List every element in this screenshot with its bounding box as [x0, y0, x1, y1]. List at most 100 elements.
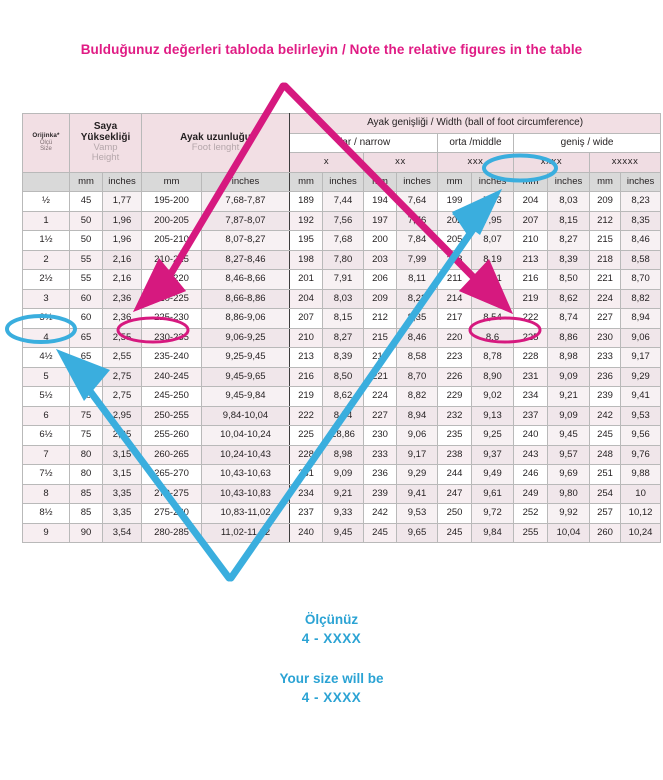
cell-len_in: 8,46-8,66: [201, 269, 290, 290]
unit-len-inches: inches: [201, 171, 290, 192]
cell-xx_mm: 221: [363, 366, 397, 387]
cell-vamp_in: 2,36: [102, 288, 142, 309]
result-label-tr: Ölçünüz: [304, 612, 359, 627]
header-x: x: [289, 152, 364, 173]
cell-xx_mm: 200: [363, 230, 397, 251]
header-foot-length: Ayak uzunluğu Foot lenght: [141, 113, 290, 173]
cell-x_in: 28,86: [322, 425, 364, 446]
cell-len_in: 10,83-11,02: [201, 503, 290, 524]
cell-size: 1½: [22, 230, 70, 251]
table-row: 6½ 75 2,95 255-260 10,04-10,24 225 28,86 230 9,0…: [22, 425, 662, 446]
cell-len_mm: 195-200: [141, 191, 202, 212]
result-value-en: 4 - XXXX: [301, 690, 362, 705]
header-xx: xx: [363, 152, 438, 173]
cell-xxxxx_in: 9,17: [619, 347, 662, 368]
header-xxxxx: xxxxx: [588, 152, 662, 173]
table-row: 8½ 85 3,35 275-280 10,83-11,02 237 9,33 242 9,53…: [22, 503, 662, 524]
cell-size: 4: [22, 327, 70, 348]
cell-vamp_in: 1,77: [102, 191, 142, 212]
cell-len_mm: 210-215: [141, 249, 202, 270]
unit-x-mm: mm: [289, 171, 323, 192]
cell-xxxxx_mm: 242: [589, 405, 621, 426]
cell-size: 3: [22, 288, 70, 309]
cell-xxxx_in: 9,09: [547, 366, 590, 387]
cell-vamp_mm: 70: [69, 366, 103, 387]
cell-xxxx_in: 8,86: [547, 327, 590, 348]
cell-x_in: 8,50: [322, 366, 364, 387]
cell-len_mm: 245-250: [141, 386, 202, 407]
cell-vamp_mm: 50: [69, 210, 103, 231]
cell-x_mm: 240: [289, 522, 323, 543]
cell-xxx_mm: 235: [437, 425, 472, 446]
cell-xxx_in: 8,43: [471, 288, 514, 309]
cell-vamp_in: 2,16: [102, 269, 142, 290]
cell-len_mm: 220-225: [141, 288, 202, 309]
cell-size: 7: [22, 444, 70, 465]
cell-x_mm: 192: [289, 210, 323, 231]
table-row: 5 70 2,75 240-245 9,45-9,65 216 8,50 221 8,70 226…: [22, 366, 662, 387]
cell-xx_in: 7,64: [396, 191, 438, 212]
header-narrow: dar / narrow: [289, 132, 438, 153]
cell-xxxx_mm: 210: [513, 230, 548, 251]
cell-xxxx_mm: 219: [513, 288, 548, 309]
cell-xxxxx_mm: 227: [589, 308, 621, 329]
cell-xxx_mm: 238: [437, 444, 472, 465]
cell-xxx_in: 9,61: [471, 483, 514, 504]
unit-xxx-mm: mm: [437, 171, 472, 192]
cell-xxxxx_mm: 209: [589, 191, 621, 212]
cell-vamp_mm: 90: [69, 522, 103, 543]
cell-xx_in: 9,41: [396, 483, 438, 504]
cell-xxxxx_mm: 251: [589, 464, 621, 485]
cell-xxxxx_mm: 245: [589, 425, 621, 446]
cell-xxxxx_in: 8,70: [619, 269, 662, 290]
cell-len_in: 10,43-10,63: [201, 464, 290, 485]
cell-xx_in: 8,46: [396, 327, 438, 348]
cell-vamp_in: 3,15: [102, 444, 142, 465]
table-row: 7½ 80 3,15 265-270 10,43-10,63 231 9,09 236 9,29…: [22, 464, 662, 485]
cell-size: 6½: [22, 425, 70, 446]
cell-xxxx_mm: 234: [513, 386, 548, 407]
cell-xxxxx_in: 9,06: [619, 327, 662, 348]
cell-xx_in: 8,23: [396, 288, 438, 309]
cell-xxxx_in: 8,39: [547, 249, 590, 270]
cell-len_mm: 265-270: [141, 464, 202, 485]
cell-xx_in: 8,94: [396, 405, 438, 426]
cell-xx_mm: 230: [363, 425, 397, 446]
header-middle: orta /middle: [437, 132, 514, 153]
cell-xxx_mm: 199: [437, 191, 472, 212]
cell-xxx_mm: 202: [437, 210, 472, 231]
cell-xxx_mm: 226: [437, 366, 472, 387]
cell-len_mm: 250-255: [141, 405, 202, 426]
cell-xx_in: 8,35: [396, 308, 438, 329]
cell-xx_in: 8,82: [396, 386, 438, 407]
cell-xx_mm: 227: [363, 405, 397, 426]
cell-len_in: 10,24-10,43: [201, 444, 290, 465]
cell-vamp_in: 2,55: [102, 347, 142, 368]
table-row: 4 65 2,55 230-235 9,06-9,25 210 8,27 215 8,46 220…: [22, 327, 662, 348]
cell-xxx_in: 9,49: [471, 464, 514, 485]
cell-vamp_mm: 75: [69, 405, 103, 426]
cell-len_mm: 230-235: [141, 327, 202, 348]
cell-xxxxx_in: 8,23: [619, 191, 662, 212]
cell-xxx_mm: 211: [437, 269, 472, 290]
cell-xx_mm: 203: [363, 249, 397, 270]
cell-xxxxx_mm: 236: [589, 366, 621, 387]
cell-xxxx_mm: 225: [513, 327, 548, 348]
table-row: 1½ 50 1,96 205-210 8,07-8,27 195 7,68 200 7,84 20…: [22, 230, 662, 251]
cell-vamp_mm: 65: [69, 347, 103, 368]
cell-xxx_mm: 214: [437, 288, 472, 309]
cell-vamp_mm: 80: [69, 444, 103, 465]
cell-xx_in: 9,53: [396, 503, 438, 524]
cell-xx_mm: 194: [363, 191, 397, 212]
cell-len_mm: 275-280: [141, 503, 202, 524]
table-row: 6 75 2,95 250-255 9,84-10,04 222 8,74 227 8,94 23…: [22, 405, 662, 426]
cell-xxx_in: 9,13: [471, 405, 514, 426]
cell-xxx_mm: 220: [437, 327, 472, 348]
cell-x_mm: 228: [289, 444, 323, 465]
cell-len_in: 9,06-9,25: [201, 327, 290, 348]
size-chart-table: Orijinka* Ölçü Size Saya Yüksekliği Vamp…: [22, 113, 662, 543]
cell-len_in: 11,02-11,22: [201, 522, 290, 543]
cell-xxxx_mm: 240: [513, 425, 548, 446]
cell-xxxx_mm: 243: [513, 444, 548, 465]
cell-xxxx_in: 8,74: [547, 308, 590, 329]
